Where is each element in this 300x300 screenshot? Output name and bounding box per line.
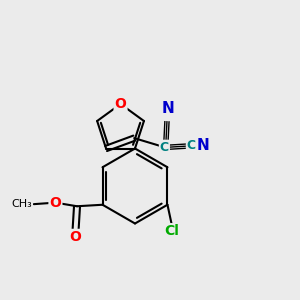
Text: N: N — [197, 137, 210, 152]
Text: Cl: Cl — [164, 224, 179, 238]
Text: C: C — [160, 141, 169, 154]
Text: O: O — [115, 97, 127, 111]
Text: N: N — [162, 101, 175, 116]
Text: C: C — [187, 139, 196, 152]
Text: O: O — [50, 196, 61, 210]
Text: O: O — [70, 230, 82, 244]
Text: CH₃: CH₃ — [12, 199, 32, 209]
